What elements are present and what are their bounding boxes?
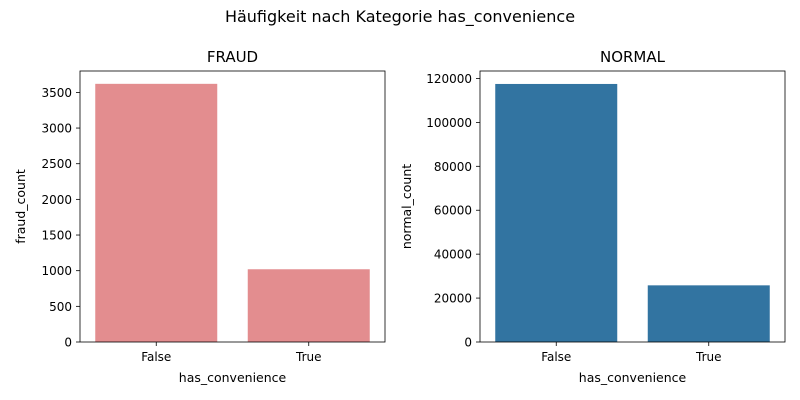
normal-x-axis-label: has_convenience xyxy=(579,370,687,385)
normal-chart-title: NORMAL xyxy=(600,48,666,66)
fraud-y-tick-label: 3500 xyxy=(41,86,72,100)
fraud-x-axis-ticks: False True xyxy=(141,342,322,364)
fraud-y-tick-label: 0 xyxy=(64,336,72,350)
fraud-y-tick-label: 2000 xyxy=(41,193,72,207)
normal-y-tick-label: 80000 xyxy=(434,160,472,174)
fraud-chart: FRAUD 0 500 1000 1500 2000 2500 3000 3500 False… xyxy=(13,48,386,385)
fraud-bar-false xyxy=(95,83,218,342)
normal-y-tick-label: 100000 xyxy=(426,116,472,130)
fraud-y-tick-label: 3000 xyxy=(41,122,72,136)
figure-title: Häufigkeit nach Kategorie has_convenienc… xyxy=(225,7,575,27)
fraud-chart-title: FRAUD xyxy=(207,48,258,66)
fraud-bars xyxy=(95,83,370,342)
fraud-x-axis-label: has_convenience xyxy=(179,370,287,385)
normal-y-axis-label: normal_count xyxy=(399,164,414,249)
normal-y-tick-label: 40000 xyxy=(434,248,472,262)
normal-x-tick-label: False xyxy=(541,350,571,364)
fraud-y-tick-label: 500 xyxy=(49,300,72,314)
fraud-y-tick-label: 1500 xyxy=(41,229,72,243)
normal-y-tick-label: 120000 xyxy=(426,72,472,86)
fraud-x-tick-label: True xyxy=(295,350,322,364)
normal-y-axis-ticks: 0 20000 40000 60000 80000 100000 120000 xyxy=(426,72,480,350)
fraud-x-tick-label: False xyxy=(141,350,171,364)
normal-chart: NORMAL 0 20000 40000 60000 80000 100000 120000… xyxy=(399,48,786,385)
fraud-plot-frame xyxy=(79,70,386,343)
fraud-y-tick-label: 2500 xyxy=(41,157,72,171)
normal-bar-true xyxy=(647,285,770,342)
fraud-y-axis-ticks: 0 500 1000 1500 2000 2500 3000 3500 xyxy=(41,86,80,350)
normal-bars xyxy=(495,83,770,343)
normal-bar-false xyxy=(495,83,618,343)
fraud-y-tick-label: 1000 xyxy=(41,264,72,278)
fraud-bar-true xyxy=(247,269,370,342)
normal-x-axis-ticks: False True xyxy=(541,342,722,364)
normal-y-tick-label: 60000 xyxy=(434,204,472,218)
normal-y-tick-label: 0 xyxy=(464,336,472,350)
normal-plot-frame xyxy=(479,70,786,343)
normal-x-tick-label: True xyxy=(695,350,722,364)
normal-y-tick-label: 20000 xyxy=(434,292,472,306)
fraud-y-axis-label: fraud_count xyxy=(13,169,28,244)
